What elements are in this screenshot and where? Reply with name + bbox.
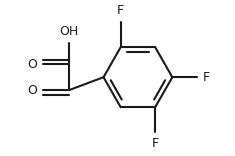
Text: F: F [202, 71, 210, 84]
Text: F: F [117, 4, 124, 17]
Text: O: O [27, 84, 37, 97]
Text: OH: OH [59, 25, 79, 39]
Text: O: O [27, 58, 37, 71]
Text: F: F [152, 137, 159, 150]
